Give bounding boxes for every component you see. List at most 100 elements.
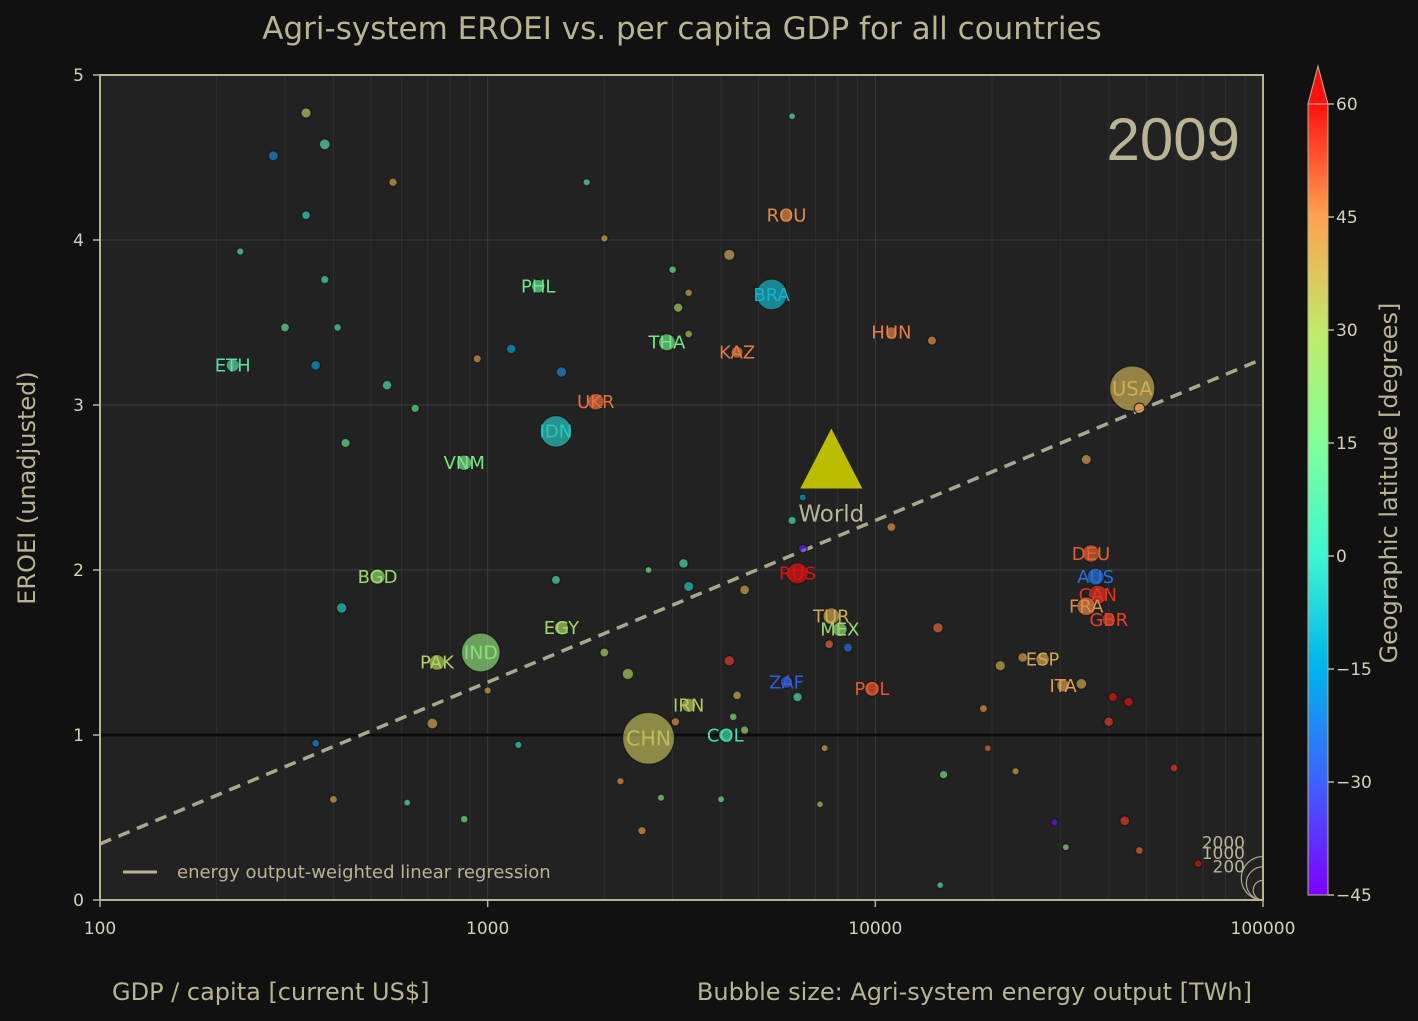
colorbar-ticks: 60 45 30 15 0 −15 −30 −45 (1328, 95, 1372, 906)
bubble-labels: USA CHN IND BRA IDN RUS UKR THA PHL VNM BGD PAK EGY E… (215, 206, 1153, 751)
bubble (723, 248, 736, 262)
bubble (978, 703, 989, 714)
bubble (320, 274, 330, 285)
bubble (335, 602, 348, 614)
bubble (732, 690, 743, 701)
bubble-pol (863, 680, 880, 697)
colorbar-tick-label: 0 (1336, 547, 1347, 567)
bubble (483, 686, 492, 695)
bubble (684, 329, 694, 339)
bubble (426, 717, 439, 730)
bubble (682, 580, 695, 593)
bubble-label-pol: POL (854, 679, 889, 700)
bubble-label-bra: BRA (753, 285, 790, 306)
bubble-ita (1055, 678, 1071, 693)
bubble-zaf (779, 675, 794, 689)
bubble (1133, 402, 1146, 415)
bubble (932, 621, 944, 634)
bubble (1080, 453, 1092, 466)
bubble (716, 795, 726, 804)
bubble (1134, 845, 1144, 856)
y-tick-label: 0 (73, 891, 84, 911)
bubble (820, 744, 829, 753)
bubble-chn (622, 711, 676, 765)
bubble (555, 366, 568, 378)
bubble (994, 659, 1007, 672)
bubble (926, 335, 938, 346)
bubble (301, 210, 311, 221)
bubble-gbr (1101, 612, 1117, 627)
bubble-label-ukr: UKR (577, 392, 615, 413)
bubble-vnm (455, 454, 473, 472)
x-tick-label: 100 (84, 919, 116, 939)
bubble-mex (831, 621, 848, 638)
bubble (410, 403, 420, 414)
bubble-bgd (369, 568, 386, 585)
bubble-egy (553, 620, 570, 636)
bubble (310, 359, 322, 371)
size-legend-label: 1000 (1202, 844, 1245, 864)
bubble-label-hun: HUN (871, 323, 911, 344)
bubble-hun (885, 326, 898, 339)
colorbar-tick-label: −30 (1336, 773, 1372, 793)
bubble (328, 794, 339, 804)
bubble-tur (822, 607, 841, 626)
bubble (668, 265, 678, 275)
bubble-label-esp: ESP (1026, 649, 1060, 670)
bubble (824, 639, 835, 650)
bubble (728, 712, 738, 722)
bubble-rou (780, 208, 793, 222)
bubble-fra (1076, 596, 1097, 617)
bubble (739, 584, 751, 596)
bubble (1061, 843, 1070, 852)
bubble-label-chn: CHN (626, 726, 671, 750)
x-tick-label: 10000 (848, 919, 902, 939)
bubble-label-phl: PHL (521, 277, 555, 298)
bubble (582, 178, 591, 187)
grid (100, 75, 1263, 900)
bubble-col (718, 727, 733, 743)
bubble (1103, 716, 1115, 728)
bubble-tha (657, 333, 677, 352)
bubble-irn (680, 697, 697, 713)
bubble-idn (539, 414, 573, 448)
bubble (267, 150, 279, 162)
bubble (792, 691, 803, 703)
x-tick-label: 1000 (466, 919, 509, 939)
bubble-kaz (730, 345, 744, 359)
size-legend-label: 2000 (1202, 834, 1245, 854)
bubble (842, 642, 854, 653)
bubble (318, 138, 331, 151)
bubble (684, 288, 694, 298)
colorbar-gradient (1307, 103, 1329, 896)
bubble-label-rou: ROU (767, 206, 807, 227)
bubble (1123, 696, 1134, 708)
bubble-label-tur: TUR (812, 607, 850, 628)
size-legend-label: 200 (1213, 857, 1245, 877)
bubble (1017, 651, 1029, 663)
size-label: Bubble size: Agri-system energy output [… (697, 978, 1252, 1006)
colorbar-tick-label: −15 (1336, 660, 1372, 680)
colorbar-tick-label: −45 (1336, 886, 1372, 906)
y-tick-label: 3 (73, 396, 84, 416)
bubble-label-deu: DEU (1072, 544, 1110, 565)
colorbar-extend-arrow (1307, 64, 1329, 105)
world-marker: World (798, 428, 864, 528)
bubble (788, 112, 797, 121)
bubble-label-tha: THA (648, 333, 687, 354)
bubble-label-gbr: GBR (1089, 610, 1128, 631)
bubble-rus (786, 561, 809, 585)
bubble (739, 725, 750, 735)
bubble (600, 234, 609, 243)
bubble-label-usa: USA (1112, 377, 1153, 400)
x-tick-label: 100000 (1231, 919, 1296, 939)
bubble-bra (755, 278, 788, 311)
bubble-label-kaz: KAZ (719, 343, 755, 364)
regression-dashed-line (100, 357, 1263, 846)
bubble (235, 247, 245, 256)
world-label: World (798, 502, 864, 528)
bubble (300, 107, 312, 119)
legend: energy output-weighted linear regression (123, 862, 551, 883)
bubble (599, 647, 610, 658)
bubble (403, 798, 412, 807)
